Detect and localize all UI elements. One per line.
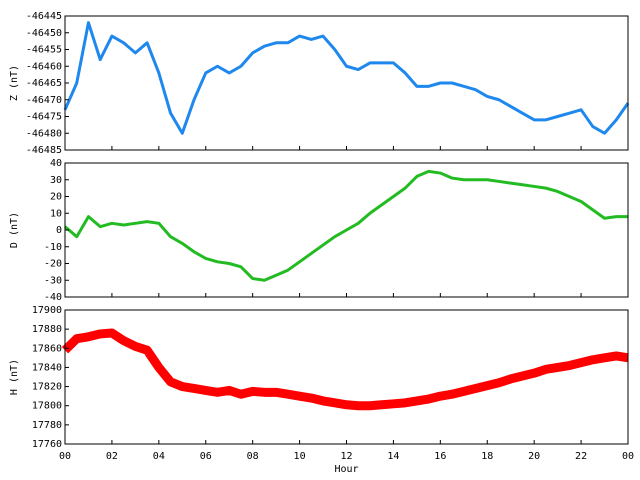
plot-frame [64, 15, 629, 151]
y-tick-label: -46480 [26, 128, 62, 139]
y-tick-label: 0 [56, 225, 62, 236]
x-tick-label: 08 [247, 451, 259, 462]
y-tick-label: -10 [44, 242, 62, 253]
y-axis-label: D (nT) [9, 212, 20, 248]
y-tick-label: -46460 [26, 61, 62, 72]
y-tick-label: 17860 [32, 343, 62, 354]
data-line [64, 169, 628, 282]
x-tick-label: 10 [294, 451, 306, 462]
y-tick-label: -40 [44, 292, 62, 303]
y-tick-label: 30 [50, 175, 62, 186]
x-tick-label: 16 [434, 451, 446, 462]
data-line [63, 21, 630, 135]
y-tick-label: -46445 [26, 11, 62, 22]
y-tick-label: 17900 [32, 305, 62, 316]
y-tick-label: -46465 [26, 78, 62, 89]
y-tick-label: 17780 [32, 420, 62, 431]
y-tick-label: 17800 [32, 401, 62, 412]
x-tick-label: 12 [340, 451, 352, 462]
x-tick-label: 04 [153, 451, 165, 462]
x-axis-label: Hour [334, 464, 358, 475]
x-tick-label: 20 [528, 451, 540, 462]
y-tick-label: -20 [44, 259, 62, 270]
y-tick-label: 10 [50, 208, 62, 219]
y-axis-label: Z (nT) [9, 65, 20, 101]
x-tick-label: 00 [622, 451, 634, 462]
y-tick-label: 17760 [32, 439, 62, 450]
x-tick-label: 06 [200, 451, 212, 462]
y-axis-label: H (nT) [9, 359, 20, 395]
y-tick-label: 40 [50, 158, 62, 169]
y-tick-label: 20 [50, 192, 62, 203]
y-tick-label: -46485 [26, 145, 62, 156]
y-tick-label: -46470 [26, 95, 62, 106]
y-tick-label: -46455 [26, 45, 62, 56]
y-tick-label: -46450 [26, 28, 62, 39]
y-tick-label: -46475 [26, 112, 62, 123]
x-tick-label: 02 [106, 451, 118, 462]
y-tick-label: 17840 [32, 362, 62, 373]
y-tick-label: -30 [44, 275, 62, 286]
x-tick-label: 22 [575, 451, 587, 462]
y-tick-label: 17880 [32, 324, 62, 335]
x-tick-label: 18 [481, 451, 493, 462]
y-tick-label: 17820 [32, 382, 62, 393]
x-tick-label: 14 [387, 451, 399, 462]
x-tick-label: 00 [59, 451, 71, 462]
plot-frame [64, 309, 629, 445]
data-line [61, 328, 629, 411]
